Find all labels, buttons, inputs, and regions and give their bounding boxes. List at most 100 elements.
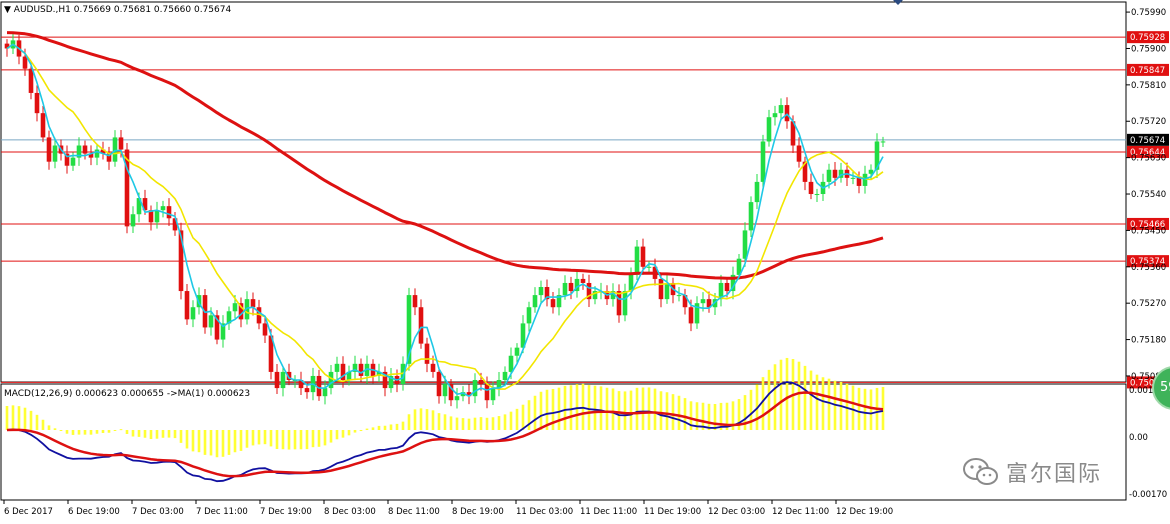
macd-histogram-bar <box>491 417 495 430</box>
bear-candle <box>106 153 112 162</box>
macd-histogram-bar <box>521 404 525 430</box>
ma-fast-line <box>6 43 884 398</box>
bull-candle <box>442 384 448 397</box>
bear-candle <box>64 153 70 166</box>
level-price-tag <box>1127 63 1169 76</box>
bull-candle <box>880 141 886 143</box>
macd-histogram-bar <box>65 430 69 434</box>
macd-histogram-bar <box>743 395 747 430</box>
macd-histogram-bar <box>221 430 225 457</box>
bull-candle <box>328 371 334 389</box>
macd-histogram-bar <box>227 430 231 455</box>
level-price-tag <box>1127 255 1169 268</box>
bull-candle <box>754 181 760 203</box>
bull-candle <box>334 363 340 372</box>
time-tick-label: 6 Dec 2017 <box>4 507 53 517</box>
macd-histogram-bar <box>707 403 711 430</box>
macd-histogram-bar <box>749 389 753 430</box>
bear-candle <box>298 380 304 389</box>
macd-histogram-bar <box>671 394 675 430</box>
ma-long-line <box>6 31 884 280</box>
level-price-label: 0.75374 <box>1130 257 1165 267</box>
macd-histogram-bar <box>233 430 237 453</box>
macd-histogram-bar <box>347 430 351 436</box>
bear-candle <box>856 177 862 186</box>
macd-histogram-bar <box>449 416 453 430</box>
bull-candle <box>742 230 748 259</box>
macd-histogram-bar <box>443 414 447 430</box>
macd-histogram-bar <box>767 369 771 430</box>
macd-histogram-bar <box>287 430 291 450</box>
time-tick-label: 11 Dec 11:00 <box>580 507 637 517</box>
macd-histogram-bar <box>53 428 57 430</box>
current-price-label: 0.75674 <box>1130 136 1165 146</box>
bear-candle <box>568 282 574 292</box>
macd-histogram-bar <box>605 387 609 430</box>
bull-candle <box>778 105 784 114</box>
bear-candle <box>550 299 556 308</box>
bear-candle <box>118 137 124 150</box>
bull-candle <box>94 149 100 158</box>
macd-histogram-bar <box>35 414 39 430</box>
bull-candle <box>760 141 766 182</box>
bull-candle <box>628 274 634 292</box>
bull-candle <box>592 291 598 300</box>
bull-candle <box>736 258 742 275</box>
bear-candle <box>262 323 268 336</box>
bear-candle <box>82 145 88 154</box>
level-price-label: 0.75466 <box>1130 220 1165 230</box>
macd-histogram-bar <box>173 430 177 439</box>
time-tick-label: 7 Dec 03:00 <box>132 507 184 517</box>
macd-histogram-bar <box>29 410 33 430</box>
macd-histogram-bar <box>731 401 735 430</box>
level-price-label: 0.75847 <box>1130 66 1165 76</box>
macd-histogram-bar <box>851 385 855 430</box>
bear-candle <box>286 371 292 380</box>
macd-histogram-bar <box>485 417 489 430</box>
bear-candle <box>268 335 274 372</box>
macd-histogram-bar <box>653 388 657 430</box>
level-price-tag <box>1127 217 1169 230</box>
macd-histogram-bar <box>281 430 285 450</box>
time-tick-label: 12 Dec 19:00 <box>836 507 893 517</box>
bull-candle <box>160 206 166 211</box>
macd-histogram-bar <box>827 378 831 430</box>
bear-candle <box>478 380 484 385</box>
bear-candle <box>484 384 490 401</box>
macd-histogram-bar <box>257 430 261 445</box>
macd-histogram-bar <box>155 430 159 439</box>
level-price-label: 0.75928 <box>1130 33 1165 43</box>
macd-histogram-bar <box>239 430 243 451</box>
macd-histogram-bar <box>149 430 153 440</box>
price-tick-label: 0.75900 <box>1131 44 1166 54</box>
bull-candle <box>136 198 142 215</box>
macd-histogram-bar <box>689 401 693 430</box>
macd-histogram-bar <box>353 430 357 433</box>
price-tick-label: 0.75450 <box>1131 226 1166 236</box>
bull-candle <box>838 169 844 178</box>
time-tick-label: 11 Dec 03:00 <box>516 507 573 517</box>
bull-candle <box>766 117 772 142</box>
time-tick-label: 8 Dec 03:00 <box>324 507 376 517</box>
macd-histogram-bar <box>785 357 789 430</box>
macd-histogram-bar <box>497 416 501 430</box>
macd-histogram-bar <box>335 430 339 440</box>
price-tick-label: 0.75540 <box>1131 190 1166 200</box>
macd-histogram-bar <box>371 427 375 430</box>
macd-histogram-bar <box>677 395 681 430</box>
bear-candle <box>616 291 622 316</box>
macd-histogram-bar <box>377 425 381 430</box>
macd-histogram-bar <box>311 430 315 448</box>
bull-candle <box>496 380 502 389</box>
bear-candle <box>580 278 586 283</box>
time-tick-label: 12 Dec 03:00 <box>708 507 765 517</box>
macd-histogram-bar <box>569 385 573 430</box>
bull-candle <box>526 307 532 324</box>
macd-histogram-bar <box>695 402 699 430</box>
macd-histogram-bar <box>71 430 75 435</box>
macd-histogram-bar <box>575 384 579 430</box>
bull-candle <box>562 282 568 296</box>
shift-marker-icon[interactable] <box>893 0 903 5</box>
price-tick-label: 0.75270 <box>1131 299 1166 309</box>
